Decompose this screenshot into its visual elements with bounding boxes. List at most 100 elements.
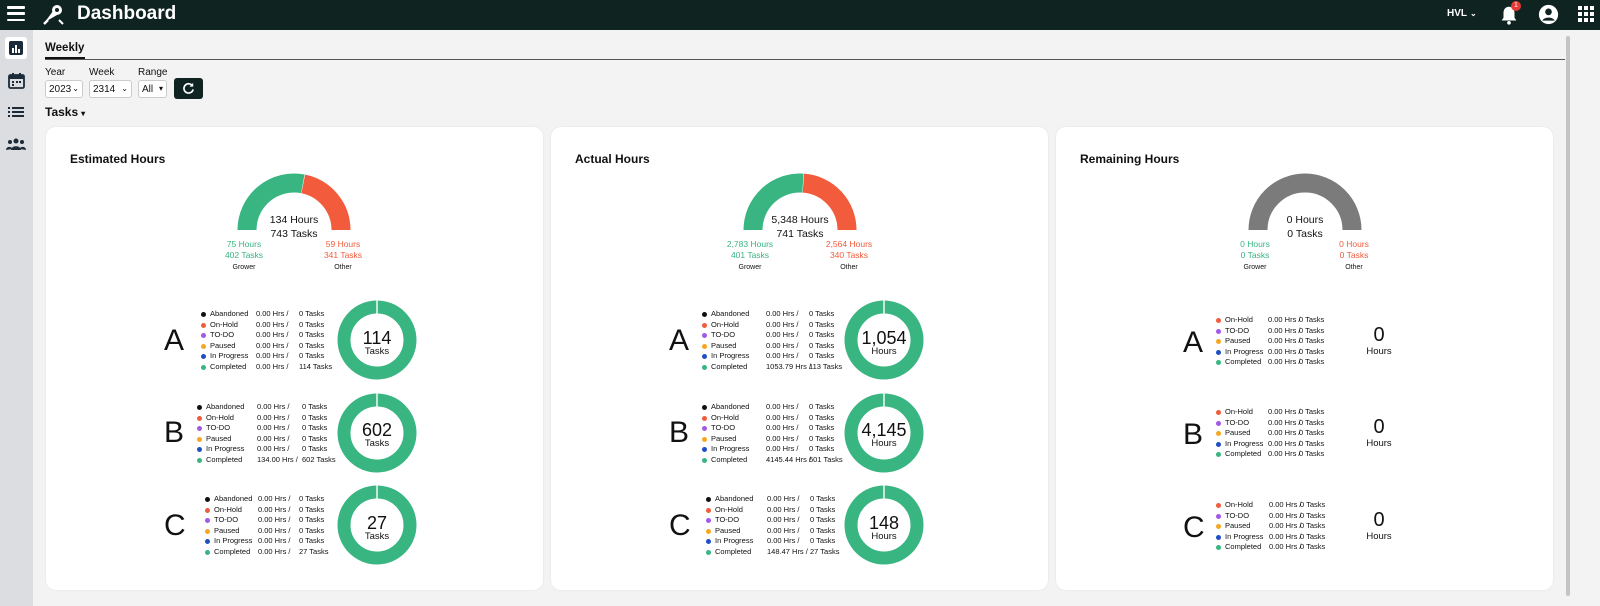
status-row: Paused 0.00 Hrs /0 Tasks — [1216, 521, 1356, 532]
gauge-arc-other — [802, 173, 857, 231]
status-row: Paused 0.00 Hrs /0 Tasks — [205, 526, 345, 537]
gauge-total-tasks: 741 Tasks — [776, 228, 824, 240]
range-label: Range — [138, 67, 168, 78]
gauge-arc-remaining — [1248, 173, 1362, 231]
card-title: Estimated Hours — [70, 152, 166, 166]
status-tasks: 0 Tasks — [1299, 336, 1325, 345]
status-name: Abandoned — [715, 494, 754, 503]
status-dot-icon — [1216, 441, 1221, 447]
account-icon[interactable] — [1538, 4, 1559, 25]
status-tasks: 0 Tasks — [1299, 325, 1325, 335]
status-hours: 0.00 Hrs / — [767, 515, 800, 524]
section-letter-b: B — [669, 416, 690, 449]
status-row: On-Hold 0.00 Hrs /0 Tasks — [205, 505, 345, 516]
tasks-dropdown[interactable]: Tasks ▾ — [45, 105, 85, 119]
card-title: Actual Hours — [575, 152, 650, 166]
status-tasks: 601 Tasks — [809, 454, 843, 464]
tab-underline — [45, 57, 85, 59]
menu-icon[interactable] — [7, 6, 25, 21]
status-name: Abandoned — [210, 309, 249, 318]
remaining-unit-a: Hours — [1366, 346, 1392, 357]
status-tasks: 0 Tasks — [299, 351, 325, 360]
other-tasks: 341 Tasks — [323, 250, 363, 260]
donut-value-b: 4,145 — [861, 420, 907, 440]
status-row: TO-DO 0.00 Hrs /0 Tasks — [1216, 326, 1356, 337]
status-row: On-Hold 0.00 Hrs /0 Tasks — [706, 505, 846, 516]
status-list-c: Abandoned 0.00 Hrs / 0 Tasks On-Hold 0.00 Hr… — [205, 494, 345, 557]
status-dot-icon — [1216, 349, 1221, 355]
status-row: In Progress 0.00 Hrs /0 Tasks — [702, 444, 842, 455]
grower-tasks: 402 Tasks — [224, 250, 264, 260]
other-legend: 59 Hours 341 Tasks Other — [313, 239, 373, 273]
range-select[interactable]: All ▾ — [138, 80, 167, 98]
page-scrollbar[interactable] — [1566, 36, 1570, 596]
status-row: Completed 0.00 Hrs /0 Tasks — [1216, 542, 1356, 553]
status-name: TO-DO — [711, 330, 736, 339]
apps-grid-icon[interactable] — [1578, 6, 1594, 22]
status-row: In Progress 0.00 Hrs /0 Tasks — [706, 536, 846, 547]
tab-weekly[interactable]: Weekly — [45, 42, 85, 54]
status-row: Completed 1053.79 Hrs /113 Tasks — [702, 362, 842, 373]
status-list-a: Abandoned 0.00 Hrs / 0 Tasks On-Hold 0.00 Hr… — [702, 309, 842, 372]
grower-legend: 0 Hours 0 Tasks Grower — [1225, 239, 1285, 273]
refresh-button[interactable] — [174, 78, 203, 99]
donut-value-a: 114 — [362, 328, 392, 348]
status-dot-icon — [201, 354, 206, 359]
donut-value-c: 27 — [366, 513, 388, 533]
caret-down-icon: ▾ — [81, 109, 86, 118]
status-name: Completed — [206, 454, 243, 464]
status-dot-icon — [205, 518, 210, 523]
donut-value-c: 148 — [868, 513, 900, 533]
remaining-value-a: 0 — [1373, 324, 1385, 346]
status-tasks: 0 Tasks — [1299, 357, 1325, 366]
rail-list[interactable] — [5, 101, 27, 123]
year-select[interactable]: 2023 ⌄ — [45, 80, 83, 98]
other-hours: 2,564 Hours — [825, 239, 873, 249]
status-row: In Progress 0.00 Hrs /0 Tasks — [1216, 532, 1356, 543]
status-dot-icon — [205, 497, 210, 502]
org-selector[interactable]: HVL ⌄ — [1447, 8, 1477, 19]
logo-icon — [43, 5, 64, 25]
status-hours: 0.00 Hrs / — [766, 309, 799, 318]
status-tasks: 27 Tasks — [299, 546, 329, 556]
week-select[interactable]: 2314 ⌄ — [89, 80, 132, 98]
status-tasks: 0 Tasks — [810, 536, 836, 545]
status-tasks: 0 Tasks — [809, 319, 835, 329]
status-dot-icon — [1216, 431, 1221, 436]
status-dot-icon — [1216, 328, 1221, 334]
status-tasks: 0 Tasks — [1299, 346, 1325, 356]
status-row: On-Hold 0.00 Hrs /0 Tasks — [1216, 407, 1356, 418]
status-hours: 0.00 Hrs / — [258, 504, 291, 514]
status-dot-icon — [205, 507, 210, 513]
status-hours: 0.00 Hrs / — [767, 536, 800, 545]
status-tasks: 27 Tasks — [810, 546, 840, 556]
donut-c — [337, 485, 417, 565]
status-tasks: 0 Tasks — [302, 412, 328, 422]
status-dot-icon — [702, 436, 707, 442]
status-dot-icon — [1216, 410, 1221, 415]
status-hours: 0.00 Hrs / — [257, 433, 290, 443]
other-hours: 59 Hours — [325, 239, 361, 249]
status-tasks: 0 Tasks — [1300, 521, 1326, 530]
status-name: Paused — [711, 433, 737, 443]
status-row: TO-DO 0.00 Hrs /0 Tasks — [1216, 418, 1356, 429]
status-name: Paused — [715, 525, 741, 535]
status-hours: 0.00 Hrs / — [1268, 417, 1301, 427]
donut-value-b: 602 — [361, 420, 393, 440]
status-hours: 0.00 Hrs / — [766, 340, 799, 350]
gauge-total-hours: 5,348 Hours — [771, 214, 829, 226]
status-name: On-Hold — [214, 504, 242, 514]
status-row: Completed 0.00 Hrs / 27 Tasks — [205, 547, 345, 558]
grower-legend: 2,783 Hours 401 Tasks Grower — [720, 239, 780, 273]
status-name: TO-DO — [711, 423, 736, 432]
donut-unit-a: Tasks — [364, 346, 390, 357]
rail-calendar[interactable] — [5, 69, 27, 91]
status-name: Paused — [711, 340, 737, 350]
status-name: In Progress — [711, 444, 750, 453]
status-dot-icon — [1216, 503, 1221, 508]
rail-dashboard[interactable] — [5, 37, 27, 59]
chevron-down-icon: ⌄ — [72, 84, 79, 93]
status-dot-icon — [706, 497, 711, 502]
donut-unit-b: Hours — [871, 438, 897, 449]
rail-team[interactable] — [5, 133, 27, 155]
